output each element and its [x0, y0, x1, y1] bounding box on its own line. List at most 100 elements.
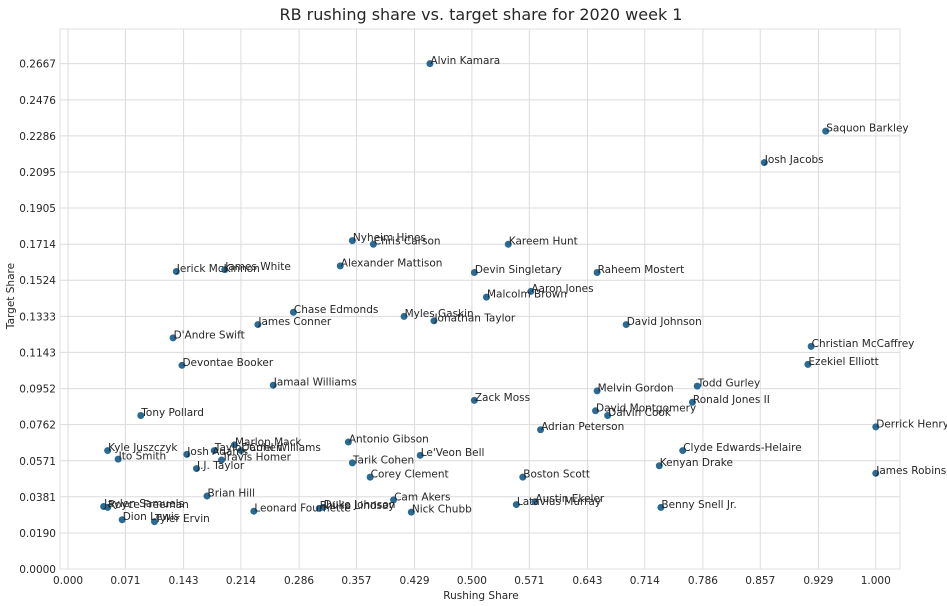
point-label: Kyle Juszczyk: [108, 442, 178, 454]
x-tick-label: 0.214: [226, 575, 256, 587]
point-label: Tony Pollard: [140, 407, 204, 419]
point-label: Nick Chubb: [412, 504, 472, 516]
y-tick-label: 0.1905: [19, 203, 56, 215]
data-point: [151, 518, 158, 526]
data-point: [407, 508, 415, 516]
point-label: Saquon Barkley: [826, 123, 908, 135]
data-point: [592, 407, 599, 415]
data-point: [366, 473, 374, 481]
data-point: [416, 451, 424, 459]
x-tick-label: 1.000: [861, 575, 891, 587]
data-point: [622, 321, 630, 329]
data-point: [114, 455, 122, 463]
data-point: [504, 240, 512, 248]
point-label: Devontae Booker: [182, 357, 273, 369]
data-point: [193, 465, 200, 473]
point-label: Myles Gaskin: [405, 308, 474, 320]
point-label: Kareem Hunt: [509, 236, 578, 248]
y-tick-label: 0.1524: [19, 275, 56, 287]
y-tick-label: 0.2095: [19, 167, 56, 179]
point-label: Corey Clement: [371, 469, 449, 481]
point-label: Malcolm Brown: [487, 289, 567, 301]
x-tick-label: 0.071: [110, 575, 140, 587]
y-tick-label: 0.0000: [19, 564, 56, 576]
point-label: Jerick McKinnon: [176, 263, 260, 275]
x-tick-label: 0.643: [572, 575, 602, 587]
x-tick-label: 0.857: [745, 575, 775, 587]
point-label: Jonathan Taylor: [433, 312, 515, 324]
x-tick-label: 0.286: [284, 575, 314, 587]
point-label: Duke Johnson: [324, 499, 396, 511]
x-tick-label: 0.143: [169, 575, 199, 587]
x-tick-label: 0.500: [457, 575, 487, 587]
y-tick-label: 0.2286: [19, 131, 56, 143]
data-point: [807, 342, 815, 350]
data-point: [218, 456, 226, 464]
point-label: Travis Homer: [221, 452, 292, 464]
data-points: [100, 60, 880, 526]
x-axis-ticks: 0.000 0.071 0.143 0.214 0.286 0.357 0.429 0.500…: [53, 575, 891, 587]
point-label: Alvin Kamara: [430, 55, 500, 67]
data-point: [183, 450, 191, 458]
data-point: [430, 317, 438, 325]
data-point: [221, 266, 229, 274]
data-point: [203, 492, 211, 500]
x-tick-label: 0.929: [803, 575, 833, 587]
y-tick-label: 0.0571: [19, 456, 56, 468]
point-label: Josh Adams: [186, 446, 248, 458]
data-point: [604, 412, 612, 420]
point-label: J.J. Taylor: [196, 460, 245, 472]
point-label: Latavius Murray: [517, 496, 601, 508]
y-tick-label: 0.1333: [19, 311, 56, 323]
data-point: [137, 412, 145, 420]
point-label: Ito Smith: [119, 451, 167, 463]
data-point: [269, 381, 277, 389]
data-point: [655, 462, 663, 470]
y-tick-label: 0.0381: [19, 492, 56, 504]
point-label: Nyheim Hines: [353, 232, 426, 244]
point-label: Zack Moss: [475, 392, 530, 404]
chart-title: RB rushing share vs. target share for 20…: [280, 5, 683, 24]
point-label: Dalvin Cook: [608, 407, 672, 419]
x-tick-label: 0.357: [341, 575, 371, 587]
y-tick-label: 0.1714: [19, 239, 56, 251]
point-label: James Conner: [257, 316, 332, 328]
data-point: [482, 293, 490, 301]
y-tick-label: 0.0762: [19, 420, 56, 432]
data-point: [369, 240, 377, 248]
point-labels: Alvin Kamara Saquon Barkley Josh Jacobs Nyh…: [103, 55, 947, 525]
point-label: Tarik Cohen: [352, 454, 414, 466]
data-point: [210, 447, 218, 455]
data-point: [822, 127, 830, 135]
data-point: [804, 360, 812, 368]
point-label: Leonard Fournette: [254, 503, 350, 515]
point-label: Raheem Mostert: [598, 264, 685, 276]
data-point: [679, 447, 687, 455]
point-label: Derrick Henry: [876, 418, 947, 430]
point-label: Tyler Ervin: [154, 513, 210, 525]
data-point: [336, 262, 344, 270]
point-label: Todd Gurley: [697, 378, 760, 390]
data-point: [688, 398, 696, 406]
y-tick-label: 0.2667: [19, 59, 56, 71]
data-point: [872, 469, 880, 477]
plot-area: [59, 28, 901, 570]
point-label: Ronald Jones II: [693, 394, 770, 406]
data-point: [593, 387, 601, 395]
point-label: James White: [224, 261, 291, 273]
x-tick-label: 0.786: [688, 575, 718, 587]
point-label: Brian Hill: [208, 488, 256, 500]
y-axis-label: Target Share: [5, 263, 17, 330]
point-label: Cam Akers: [394, 491, 450, 503]
grid-lines: [60, 29, 900, 570]
x-tick-label: 0.571: [514, 575, 544, 587]
data-point: [760, 159, 768, 167]
data-point: [512, 501, 520, 509]
point-label: Chase Edmonds: [294, 304, 378, 316]
point-label: Dion Lewis: [123, 511, 180, 523]
data-point: [537, 426, 545, 434]
point-label: Ezekiel Elliott: [808, 356, 878, 368]
point-label: James Robinson: [875, 465, 947, 477]
data-point: [390, 496, 398, 504]
